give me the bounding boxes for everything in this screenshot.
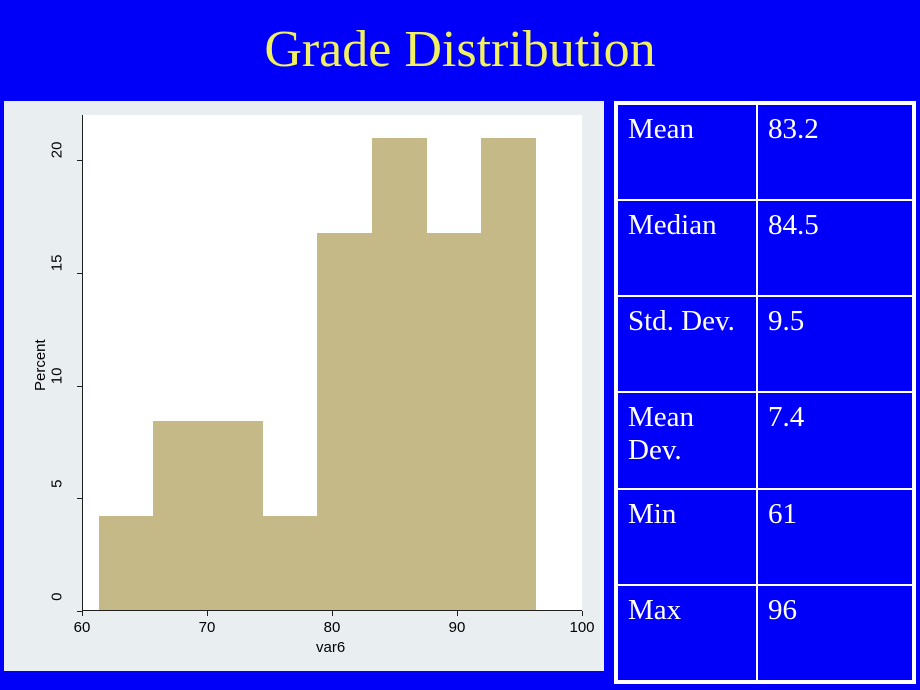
y-tick <box>77 273 82 274</box>
histogram-bar <box>317 233 372 610</box>
histogram-bar <box>481 138 536 610</box>
table-row: Std. Dev.9.5 <box>617 296 913 392</box>
stat-label: Mean Dev. <box>617 392 757 488</box>
x-tick-label: 70 <box>187 619 227 636</box>
x-tick <box>582 611 583 616</box>
table-row: Min61 <box>617 489 913 585</box>
x-tick <box>457 611 458 616</box>
stat-label: Median <box>617 200 757 296</box>
histogram-bar <box>263 516 318 610</box>
y-tick-label: 0 <box>49 593 66 623</box>
x-tick-label: 100 <box>562 619 602 636</box>
table-row: Mean83.2 <box>617 104 913 200</box>
x-tick <box>332 611 333 616</box>
y-tick-label: 15 <box>49 254 66 284</box>
stat-label: Min <box>617 489 757 585</box>
stat-value: 83.2 <box>757 104 913 200</box>
y-axis-label: Percent <box>32 339 49 391</box>
page-title: Grade Distribution <box>0 0 920 101</box>
stat-label: Mean <box>617 104 757 200</box>
slide: Grade Distribution 0 5 10 15 20 60 70 80 90 100 Pe… <box>0 0 920 690</box>
plot-area <box>82 115 582 611</box>
x-tick-label: 90 <box>437 619 477 636</box>
y-tick <box>77 498 82 499</box>
histogram-chart: 0 5 10 15 20 60 70 80 90 100 Percent var6 <box>4 101 604 671</box>
x-tick-label: 60 <box>62 619 102 636</box>
y-tick-label: 20 <box>49 142 66 172</box>
content-row: 0510152060708090100Percentvar6 Mean83.2M… <box>0 101 920 690</box>
x-tick <box>207 611 208 616</box>
x-tick-label: 80 <box>312 619 352 636</box>
y-tick-label: 10 <box>49 367 66 397</box>
table-row: Max96 <box>617 585 913 681</box>
histogram-bar <box>99 516 154 610</box>
table-row: Median84.5 <box>617 200 913 296</box>
histogram-bar <box>153 421 208 610</box>
stat-value: 9.5 <box>757 296 913 392</box>
x-tick <box>82 611 83 616</box>
stat-value: 84.5 <box>757 200 913 296</box>
stat-label: Std. Dev. <box>617 296 757 392</box>
y-tick-label: 5 <box>49 480 66 510</box>
table-row: Mean Dev.7.4 <box>617 392 913 488</box>
x-axis-label: var6 <box>316 639 345 656</box>
stats-table: Mean83.2Median84.5Std. Dev.9.5Mean Dev.7… <box>614 101 916 684</box>
stat-value: 61 <box>757 489 913 585</box>
y-tick <box>77 386 82 387</box>
y-tick <box>77 160 82 161</box>
histogram-bar <box>208 421 263 610</box>
histogram-bar <box>427 233 482 610</box>
stat-value: 7.4 <box>757 392 913 488</box>
histogram-bar <box>372 138 427 610</box>
stat-value: 96 <box>757 585 913 681</box>
stat-label: Max <box>617 585 757 681</box>
